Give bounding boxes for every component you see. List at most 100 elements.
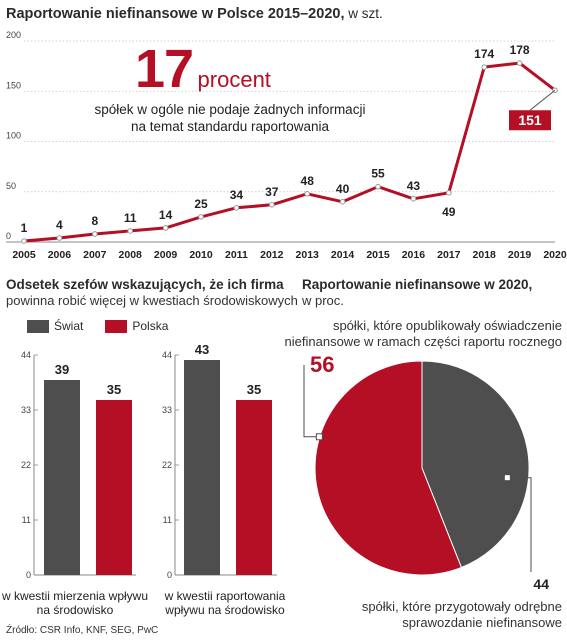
callout-text: spółek w ogóle nie podaje żadnych inform… <box>40 101 420 135</box>
line-xtick-label: 2016 <box>402 249 426 261</box>
line-data-label: 48 <box>301 174 315 188</box>
bar <box>96 400 132 575</box>
bar-caption-1-line-1: w kwestii mierzenia wpływu <box>1 589 149 603</box>
bar-caption-1-line-2: na środowisko <box>36 603 114 617</box>
chart-title: Raportowanie niefinansowe w Polsce 2015–… <box>6 6 383 22</box>
bar-ytick-label: 44 <box>21 350 31 360</box>
line-point <box>375 183 381 190</box>
line-data-label: 49 <box>442 205 456 219</box>
line-ytick-label: 50 <box>6 181 16 191</box>
bar-caption-2: w kwestii raportowania wpływu na środowi… <box>150 589 300 617</box>
pie-note-bottom-line-1: spółki, które przygotowały odrębne <box>361 599 562 614</box>
bar-caption-2-line-2: wpływu na środowisko <box>165 603 285 617</box>
line-xtick-label: 2013 <box>296 249 320 261</box>
line-data-label: 55 <box>371 167 385 181</box>
bar-ytick-label: 22 <box>162 460 172 470</box>
line-point <box>410 195 417 202</box>
bar <box>184 360 220 575</box>
line-point <box>92 231 98 237</box>
line-data-label: 1 <box>21 221 28 235</box>
bar <box>236 400 272 575</box>
bar-ytick-label: 0 <box>167 570 172 580</box>
line-data-label: 4 <box>56 218 63 232</box>
line-xtick-label: 2009 <box>154 249 178 261</box>
line-ytick-label: 100 <box>6 131 21 141</box>
line-point <box>162 225 169 231</box>
pie-note-bottom: spółki, które przygotowały odrębne spraw… <box>262 599 562 631</box>
pie-section-heading: Raportowanie niefinansowe w 2020, w proc… <box>302 277 532 309</box>
line-xtick-label: 2012 <box>260 249 284 261</box>
pie-anchor-56 <box>315 433 323 441</box>
pie-label-56: 56 <box>310 352 334 377</box>
line-xtick-label: 2007 <box>83 249 107 261</box>
pie-chart-subtitle: w proc. <box>302 293 344 308</box>
line-point <box>304 190 311 197</box>
callout-line-1: spółek w ogóle nie podaje żadnych inform… <box>94 102 366 117</box>
bar-ytick-label: 44 <box>162 350 172 360</box>
line-xtick-label: 2018 <box>473 249 497 261</box>
bar-caption-2-line-1: w kwestii raportowania <box>164 589 286 603</box>
line-data-label: 37 <box>265 185 279 199</box>
line-last-leader <box>529 89 556 111</box>
pie-slice <box>314 360 463 576</box>
line-ytick-label: 200 <box>6 30 21 40</box>
source-note: Źródło: CSR Info, KNF, SEG, PwC <box>6 625 159 636</box>
line-xtick-label: 2020 <box>543 249 567 261</box>
bar-ytick-label: 33 <box>162 405 172 415</box>
line-point <box>339 199 346 205</box>
line-xtick-label: 2017 <box>437 249 461 261</box>
line-data-label: 40 <box>336 182 350 196</box>
line-xtick-label: 2019 <box>508 249 532 261</box>
line-xtick-label: 2010 <box>189 249 213 261</box>
bar-ytick-label: 0 <box>26 570 31 580</box>
bar-chart-subtitle: powinna robić więcej w kwestiach środowi… <box>6 293 298 308</box>
pie-note-bottom-line-2: sprawozdanie niefinansowe <box>402 615 562 630</box>
pie-label-44: 44 <box>533 576 549 592</box>
line-point <box>516 60 523 66</box>
bar-chart-title: Odsetek szefów wskazujących, że ich firm… <box>6 277 284 292</box>
callout-big-word: procent <box>197 67 271 92</box>
legend-swatch-polska <box>105 319 128 333</box>
line-last-value-box <box>509 110 551 131</box>
line-chart: 0 50 100 150 200 2005 2006 2007 2008 2009 2010 2011… <box>6 30 567 261</box>
line-xtick-label: 2008 <box>119 249 143 261</box>
line-point <box>198 214 204 220</box>
pie-note-top: spółki, które opublikowały oświadczenie … <box>262 318 562 350</box>
line-xtick-label: 2006 <box>48 249 72 261</box>
line-data-label: 11 <box>124 211 137 225</box>
line-point <box>127 228 133 234</box>
line-xtick-label: 2015 <box>366 249 390 261</box>
line-data-label: 25 <box>194 197 208 211</box>
bar-caption-1: w kwestii mierzenia wpływu na środowisko <box>0 589 150 617</box>
callout-big-number: 17 <box>135 39 194 99</box>
bar-ytick-label: 11 <box>163 515 172 525</box>
bar-value-label: 39 <box>55 362 69 377</box>
line-point <box>269 202 275 208</box>
bar-value-label: 43 <box>195 342 209 357</box>
line-xtick-label: 2011 <box>225 249 248 261</box>
pie-chart: 56 44 <box>303 352 549 592</box>
line-data-label: 34 <box>230 188 244 202</box>
legend-label-swiat: Świat <box>54 319 84 333</box>
pie-note-top-line-2: niefinansowe w ramach części raportu roc… <box>284 334 562 349</box>
pie-leader-44 <box>507 477 532 572</box>
callout-headline: 17 procent <box>135 38 271 100</box>
line-data-label: 14 <box>159 208 173 222</box>
bar-chart: 0 11 22 33 44 39 35 0 11 22 33 44 43 35 <box>21 342 277 580</box>
pie-leader-56 <box>303 365 320 438</box>
line-data-label: 178 <box>510 43 530 57</box>
pie-slice <box>421 360 530 569</box>
line-ytick-label: 150 <box>6 80 21 90</box>
line-ytick-label: 0 <box>6 231 11 241</box>
bar-ytick-label: 33 <box>21 405 31 415</box>
bar-value-label: 35 <box>247 382 261 397</box>
pie-chart-title: Raportowanie niefinansowe w 2020, <box>302 277 533 292</box>
line-point <box>233 205 240 211</box>
line-point <box>56 235 63 241</box>
line-point <box>21 238 27 244</box>
line-xtick-label: 2014 <box>331 249 355 261</box>
line-data-label: 43 <box>407 179 421 193</box>
line-data-label: 8 <box>91 214 98 228</box>
bar-ytick-label: 22 <box>21 460 31 470</box>
line-xtick-label: 2005 <box>12 249 36 261</box>
